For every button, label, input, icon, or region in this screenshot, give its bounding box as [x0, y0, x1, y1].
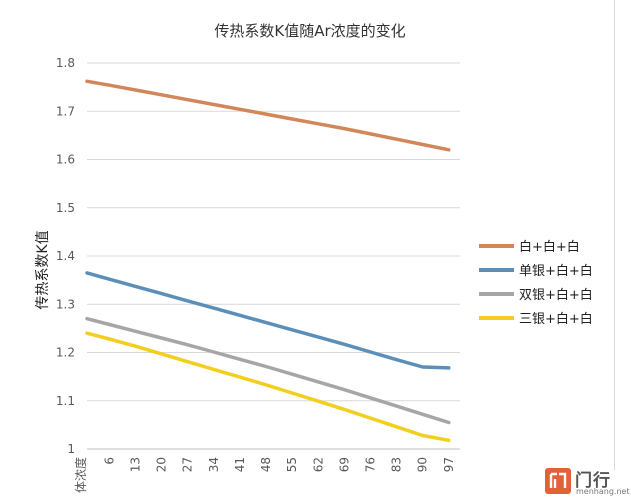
y-tick-label: 1.5	[56, 201, 75, 215]
series-line-4	[85, 331, 451, 443]
series-line-1	[85, 79, 451, 152]
watermark: 门行 menhang.net	[545, 466, 630, 500]
x-tick-label: 13	[128, 457, 142, 472]
x-tick-label: 6	[102, 457, 116, 465]
x-tick-label: 83	[390, 457, 404, 472]
x-tick-label: 34	[207, 457, 221, 472]
y-tick-label: 1.7	[56, 104, 75, 118]
y-tick-label: 1.8	[56, 56, 75, 70]
x-tick-label: 69	[337, 457, 351, 472]
x-tick-label: 90	[416, 457, 430, 472]
y-tick-label: 1.6	[56, 153, 75, 167]
series-line-2	[85, 271, 451, 370]
x-tick-label: 27	[181, 457, 195, 472]
y-tick-label: 1.2	[56, 346, 75, 360]
y-axis-label: 传热系数K值	[35, 230, 51, 309]
watermark-name: 门行	[575, 471, 611, 491]
x-axis-label: 体浓度	[73, 457, 88, 493]
y-tick-label: 1	[67, 442, 75, 456]
y-tick-label: 1.4	[56, 249, 75, 263]
x-tick-label: 41	[233, 457, 247, 472]
x-tick-label: 62	[311, 457, 325, 472]
x-tick-label: 20	[155, 457, 169, 472]
y-tick-label: 1.1	[56, 394, 75, 408]
series-line-3	[85, 316, 451, 425]
x-tick-label: 48	[259, 457, 273, 472]
legend-label-4: 三银+白+白	[519, 311, 593, 327]
watermark-url: menhang.net	[576, 487, 630, 496]
y-tick-label: 1.3	[56, 297, 75, 311]
x-tick-label: 76	[363, 457, 377, 472]
x-tick-label: 97	[442, 457, 456, 472]
legend-label-3: 双银+白+白	[519, 287, 593, 303]
x-tick-label: 55	[285, 457, 299, 472]
chart-title: 传热系数K值随Ar浓度的变化	[214, 22, 405, 40]
menhang-logo-icon	[545, 468, 571, 494]
legend-label-2: 单银+白+白	[519, 263, 593, 279]
chart-frame-border	[614, 0, 615, 470]
legend-label-1: 白+白+白	[519, 239, 580, 255]
